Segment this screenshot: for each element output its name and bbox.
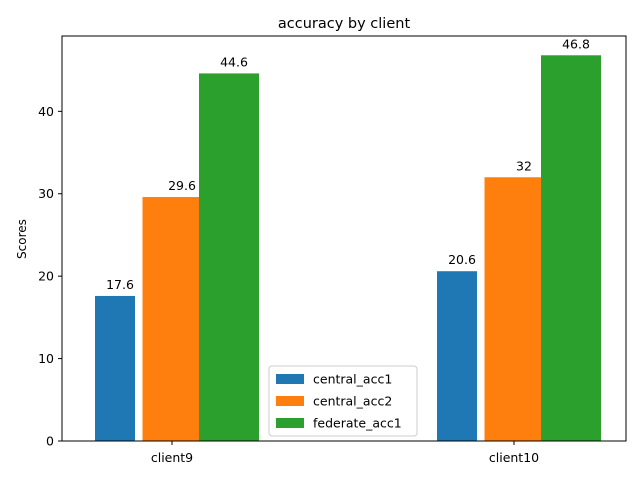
legend-label-central_acc2: central_acc2 <box>313 394 392 409</box>
bar-federate_acc1-client10 <box>541 55 601 442</box>
data-label-federate_acc1-client9: 44.6 <box>220 54 248 69</box>
x-axis-ticks: client9 client10 <box>151 441 539 465</box>
legend: central_acc1 central_acc2 federate_acc1 <box>268 365 418 437</box>
data-label-central_acc1-client10: 20.6 <box>448 252 476 267</box>
chart-title: accuracy by client <box>278 16 411 32</box>
bars-group <box>95 55 601 442</box>
bar-federate_acc1-client9 <box>199 73 259 442</box>
y-tick-label: 0 <box>46 434 54 449</box>
data-label-central_acc2-client9: 29.6 <box>168 178 196 193</box>
bar-central_acc1-client9 <box>95 295 135 441</box>
data-label-central_acc2-client10: 32 <box>516 158 532 173</box>
y-axis-ticks: 0 10 20 30 40 <box>38 104 62 449</box>
data-label-federate_acc1-client10: 46.8 <box>562 36 590 51</box>
y-axis-label: Scores <box>15 219 29 259</box>
data-labels-group: 17.6 20.6 29.6 32 44.6 46.8 <box>106 36 590 292</box>
y-tick-label: 30 <box>38 186 54 201</box>
legend-box <box>268 365 418 437</box>
x-tick-label-client10: client10 <box>489 450 539 465</box>
legend-swatch-central_acc2 <box>276 396 304 406</box>
y-tick-label: 40 <box>38 104 54 119</box>
data-label-central_acc1-client9: 17.6 <box>106 277 134 292</box>
legend-swatch-federate_acc1 <box>276 418 304 428</box>
bar-central_acc1-client10 <box>437 271 477 441</box>
legend-swatch-central_acc1 <box>276 374 304 384</box>
y-tick-label: 10 <box>38 351 54 366</box>
legend-label-federate_acc1: federate_acc1 <box>313 416 402 431</box>
y-tick-label: 20 <box>38 269 54 284</box>
legend-label-central_acc1: central_acc1 <box>313 372 392 387</box>
x-tick-label-client9: client9 <box>151 450 193 465</box>
plot-frame <box>61 35 627 442</box>
